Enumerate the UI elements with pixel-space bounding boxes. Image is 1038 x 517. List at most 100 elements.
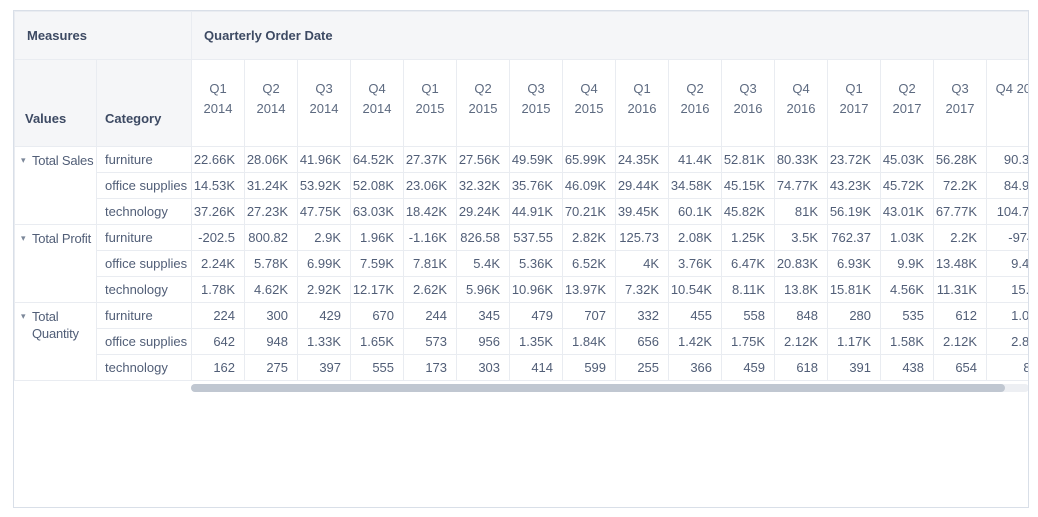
value-cell: 558 [721,302,776,329]
value-cell: 32.32K [456,172,511,199]
value-cell: 6.93K [827,250,882,277]
dimension-header-row: Measures Quarterly Order Date [14,11,1028,60]
value-cell: 53.92K [297,172,352,199]
value-cell: 13.48K [933,250,988,277]
value-cell: 4.62K [244,276,299,303]
quarter-column-label: Q2 2014 [256,81,286,116]
category-cell: technology [95,354,193,381]
value-cell: 255 [615,354,670,381]
value-cell: 2.82K [562,224,617,251]
value-cell: 27.37K [403,146,458,173]
value-cell: 956 [456,328,511,355]
quarter-column-header: Q4 2017 [986,59,1028,147]
category-column-header: Category [95,59,193,147]
value-cell: 948 [244,328,299,355]
value-cell: 7.59K [350,250,405,277]
value-cell: 2.92K [297,276,352,303]
value-cell: 800.82 [244,224,299,251]
value-cell: 535 [880,302,935,329]
value-cell: 44.91K [509,198,564,225]
value-cell: 455 [668,302,723,329]
value-cell: 22.66K [191,146,246,173]
value-cell: 555 [350,354,405,381]
quarter-column-header: Q1 2015 [403,59,458,147]
category-cell: office supplies [95,328,193,355]
value-cell: 670 [350,302,405,329]
value-cell: 2.9K [297,224,352,251]
category-cell: office supplies [95,172,193,199]
value-cell: 303 [456,354,511,381]
category-cell: office supplies [95,250,193,277]
value-cell: 24.35K [615,146,670,173]
pivot-table-widget: Measures Quarterly Order Date Values Cat… [13,10,1029,508]
caret-down-icon[interactable]: ▾ [21,155,26,165]
value-cell: 45.72K [880,172,935,199]
value-cell: 2.24K [191,250,246,277]
quarter-column-header: Q1 2014 [191,59,246,147]
quarter-column-header: Q3 2014 [297,59,352,147]
value-cell: 80.33K [774,146,829,173]
value-cell: 74.77K [774,172,829,199]
value-cell: 34.58K [668,172,723,199]
measure-row-header: ▾ Total Sales [14,146,97,225]
value-cell: 848 [774,302,829,329]
value-cell: 11.31K [933,276,988,303]
value-cell: 599 [562,354,617,381]
value-cell: 414 [509,354,564,381]
value-cell: 1.03K [880,224,935,251]
table-row: ▾ Total Sales furniture 22.66K 28.06K 41.96K 6… [14,146,1028,225]
value-cell: 345 [456,302,511,329]
measure-row-header: ▾ Total Quantity [14,302,97,381]
value-cell: 826.58 [456,224,511,251]
value-cell: 52.08K [350,172,405,199]
value-cell: 2.62K [403,276,458,303]
value-cell: 65.99K [562,146,617,173]
value-cell: 537.55 [509,224,564,251]
quarter-column-header: Q1 2017 [827,59,882,147]
table-row: technology 162 275 397 555 173 303 414 599 255 366… [15,354,1028,381]
caret-down-icon[interactable]: ▾ [21,311,26,321]
value-cell: 573 [403,328,458,355]
value-cell: 46.09K [562,172,617,199]
value-cell: 47.75K [297,198,352,225]
value-cell: 3.76K [668,250,723,277]
quarter-column-header: Q2 2017 [880,59,935,147]
quarter-column-header: Q4 2014 [350,59,405,147]
value-cell: 84.95K [986,172,1028,199]
value-cell: 3.5K [774,224,829,251]
value-cell: 2.12K [933,328,988,355]
value-cell: 224 [191,302,246,329]
value-cell: 5.96K [456,276,511,303]
quarter-column-label: Q1 2015 [415,81,445,116]
horizontal-scrollbar-thumb[interactable] [191,384,1005,392]
value-cell: 9.42K [986,250,1028,277]
value-cell: 10.54K [668,276,723,303]
value-cell: 70.21K [562,198,617,225]
value-cell: 7.32K [615,276,670,303]
value-cell: 459 [721,354,776,381]
value-cell: 6.99K [297,250,352,277]
value-cell: 27.56K [456,146,511,173]
quarter-column-header: Q1 2016 [615,59,670,147]
value-cell: 81K [774,198,829,225]
value-cell: 332 [615,302,670,329]
value-cell: 6.52K [562,250,617,277]
value-cell: 618 [774,354,829,381]
value-cell: 2.87K [986,328,1028,355]
value-cell: 1.42K [668,328,723,355]
value-cell: 67.77K [933,198,988,225]
value-cell: 56.19K [827,198,882,225]
value-cell: 52.81K [721,146,776,173]
value-cell: 20.83K [774,250,829,277]
value-cell: 1.17K [827,328,882,355]
quarter-column-header: Q3 2017 [933,59,988,147]
quarter-column-label: Q3 2016 [733,81,763,116]
caret-down-icon[interactable]: ▾ [21,233,26,243]
value-cell: 29.24K [456,198,511,225]
quarter-column-header: Q4 2015 [562,59,617,147]
value-cell: 39.45K [615,198,670,225]
quarter-column-label: Q4 2014 [362,81,392,116]
value-cell: 64.52K [350,146,405,173]
value-cell: 31.24K [244,172,299,199]
value-cell: 173 [403,354,458,381]
